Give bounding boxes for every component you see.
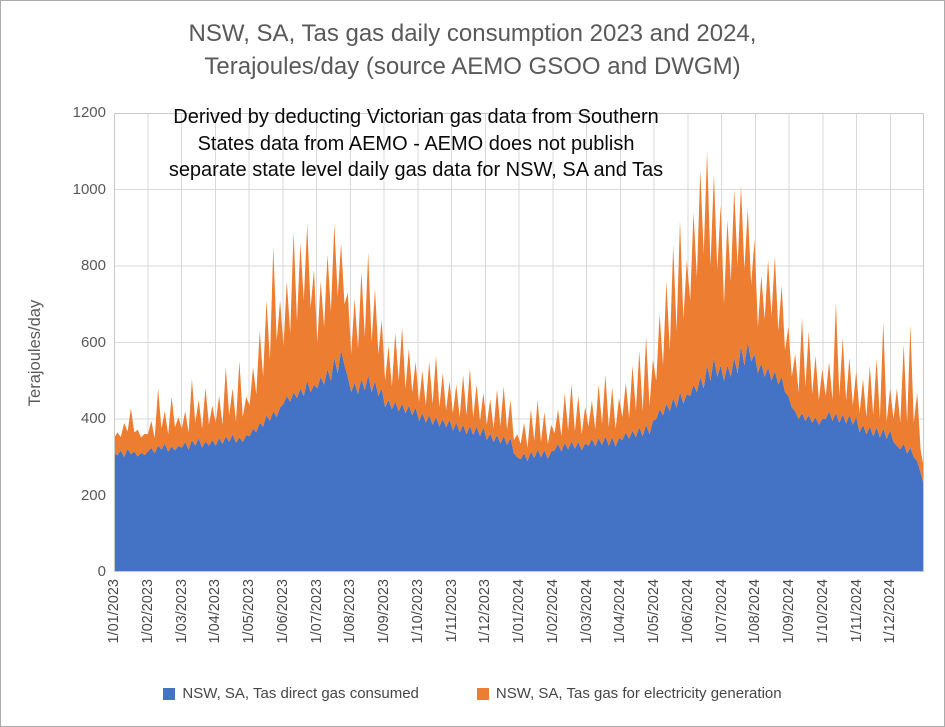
x-tick-label: 1/03/2023 [173, 579, 190, 644]
x-tick-label: 1/04/2023 [207, 579, 224, 644]
x-tick-label: 1/01/2023 [106, 579, 122, 644]
x-tick-label: 1/04/2024 [612, 579, 629, 644]
y-tick-label: 400 [80, 410, 106, 427]
x-tick-label: 1/12/2024 [882, 579, 899, 644]
y-tick-label: 800 [80, 257, 106, 274]
x-tick-label: 1/02/2024 [544, 579, 561, 644]
chart-title: NSW, SA, Tas gas daily consumption 2023 … [1, 17, 944, 83]
legend-label-electricity-gas: NSW, SA, Tas gas for electricity generat… [495, 685, 782, 702]
y-tick-label: 600 [80, 333, 106, 351]
x-tick-label: 1/09/2023 [376, 579, 392, 644]
x-tick-label: 1/06/2023 [274, 579, 291, 644]
legend-item-electricity-gas: NSW, SA, Tas gas for electricity generat… [476, 685, 782, 702]
y-tick-label: 0 [97, 563, 106, 580]
x-tick-label: 1/12/2023 [477, 579, 494, 644]
x-tick-label: 1/07/2023 [308, 579, 325, 644]
x-tick-label: 1/05/2023 [241, 579, 257, 644]
direct-gas-swatch-icon [163, 687, 176, 700]
x-tick-label: 1/10/2024 [814, 579, 831, 644]
electricity-gas-area-series [114, 151, 924, 486]
x-tick-label: 1/08/2023 [342, 579, 359, 644]
legend-item-direct-gas: NSW, SA, Tas direct gas consumed [163, 685, 419, 702]
x-tick-label: 1/11/2023 [443, 579, 460, 643]
x-tick-label: 1/05/2024 [646, 579, 662, 644]
electricity-gas-swatch-icon [476, 687, 489, 700]
y-tick-label: 1200 [72, 104, 106, 121]
y-tick-label: 200 [80, 486, 106, 504]
x-tick-label: 1/02/2023 [139, 579, 156, 644]
direct-gas-area-series [114, 342, 924, 572]
x-tick-label: 1/06/2024 [679, 579, 696, 644]
x-tick-label: 1/01/2024 [511, 579, 527, 644]
chart-legend: NSW, SA, Tas direct gas consumed NSW, SA… [1, 685, 944, 702]
x-tick-label: 1/09/2024 [781, 579, 797, 644]
chart-annotation: Derived by deducting Victorian gas data … [168, 106, 664, 182]
legend-label-direct-gas: NSW, SA, Tas direct gas consumed [182, 685, 419, 702]
y-tick-label: 1000 [72, 180, 106, 198]
x-tick-label: 1/03/2024 [578, 579, 595, 644]
x-tick-label: 1/10/2023 [409, 579, 426, 644]
plot-area [114, 113, 924, 572]
x-tick-label: 1/07/2024 [713, 579, 730, 644]
chart-title-line2: Terajoules/day (source AEMO GSOO and DWG… [204, 53, 741, 80]
x-tick-label: 1/11/2024 [848, 579, 865, 643]
x-tick-label: 1/08/2024 [747, 579, 764, 644]
stacked-area-chart [114, 113, 924, 572]
y-axis-title: Terajoules/day [26, 299, 44, 407]
chart-title-line1: NSW, SA, Tas gas daily consumption 2023 … [188, 20, 757, 47]
